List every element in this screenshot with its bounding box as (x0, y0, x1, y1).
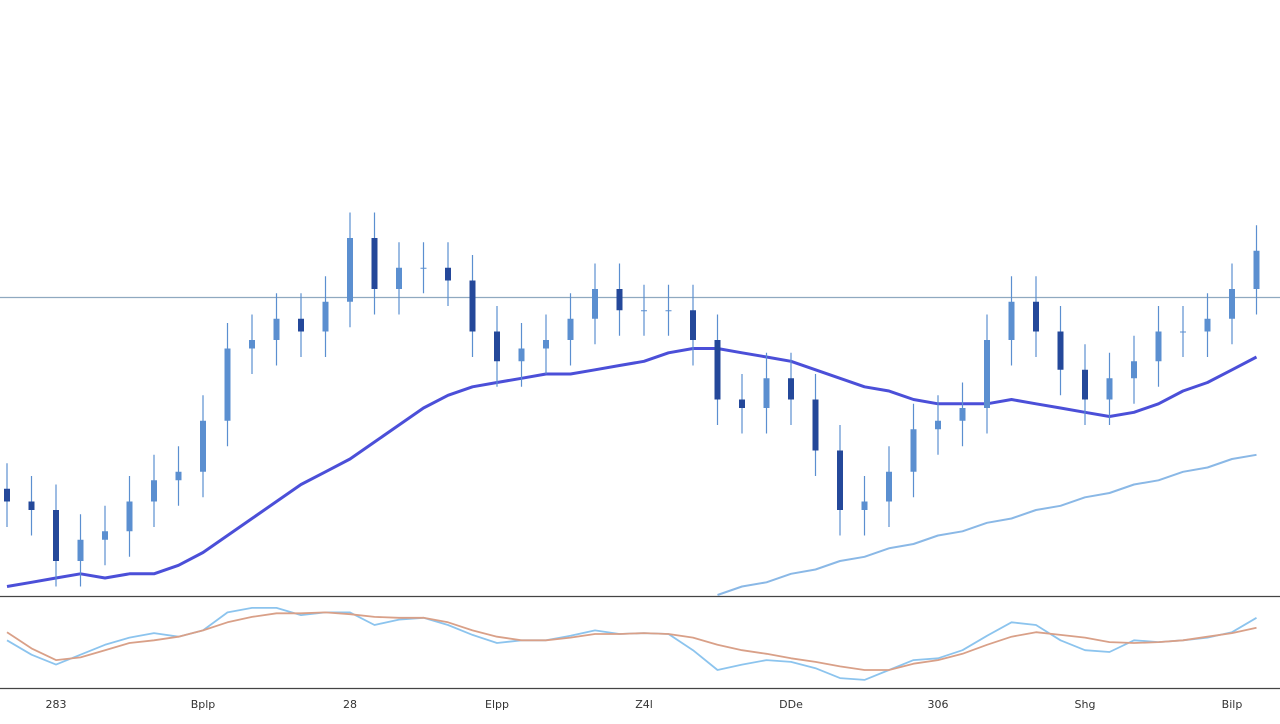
candle-body (1106, 378, 1113, 400)
candle-body (567, 318, 574, 340)
candle-body (739, 399, 745, 408)
candle-body (77, 539, 84, 561)
candle-body (322, 301, 329, 332)
candle-body (1229, 289, 1235, 319)
candle-body (224, 348, 231, 421)
candle-body (1033, 301, 1039, 332)
moving-average (717, 453, 1257, 596)
x-tick-label: Bplp (191, 698, 216, 711)
x-tick-label: 28 (343, 698, 357, 711)
candle-body (518, 348, 525, 362)
candle-body (1082, 369, 1088, 400)
candle-body (371, 238, 378, 289)
candle-body (788, 378, 794, 400)
candle-body (420, 267, 427, 269)
candle-body (665, 310, 672, 312)
candle-body (886, 471, 892, 502)
candle-body (200, 420, 206, 472)
x-tick-label: 306 (928, 698, 949, 711)
candle-body (1008, 301, 1015, 340)
candle-body (837, 450, 843, 510)
candle-body (494, 331, 500, 362)
x-tick-label: DDe (779, 698, 803, 711)
candle-body (347, 238, 353, 302)
candle-body (959, 408, 966, 421)
candle-body (298, 318, 304, 332)
x-tick-label: Shg (1075, 698, 1096, 711)
x-tick-label: Bilp (1222, 698, 1243, 711)
candle-body (396, 267, 402, 289)
candle-body (53, 510, 59, 561)
candle-body (641, 310, 647, 312)
candle-body (812, 399, 819, 451)
x-tick-label: Elpp (485, 698, 509, 711)
candle-body (616, 289, 623, 311)
candle-body (1057, 331, 1064, 370)
oscillator-line (6, 611, 1257, 671)
candle-body (910, 429, 917, 472)
candle-body (763, 378, 770, 408)
candle-body (4, 488, 10, 502)
candle-body (28, 501, 35, 510)
x-tick-label: Z4l (635, 698, 653, 711)
candle-body (469, 280, 476, 332)
candle-body (249, 340, 255, 349)
candle-body (1253, 250, 1260, 289)
candle-body (102, 531, 108, 540)
candle-body (1204, 318, 1211, 332)
moving-average (6, 347, 1258, 588)
candle-body (151, 480, 157, 502)
candle-body (1131, 361, 1137, 379)
candle-body (984, 340, 990, 408)
candle-body (273, 318, 280, 340)
candle-body (126, 501, 133, 532)
x-tick-label: 283 (46, 698, 67, 711)
candle-body (935, 420, 941, 430)
candle-body (861, 501, 868, 510)
candle-body (714, 340, 721, 400)
candle-body (175, 471, 182, 481)
candle-body (1155, 331, 1162, 362)
oscillator-line (6, 607, 1257, 681)
candle-body (690, 310, 696, 340)
candle-body (543, 340, 549, 349)
candle-body (1180, 331, 1186, 333)
candle-body (445, 267, 451, 281)
candle-body (592, 289, 598, 319)
